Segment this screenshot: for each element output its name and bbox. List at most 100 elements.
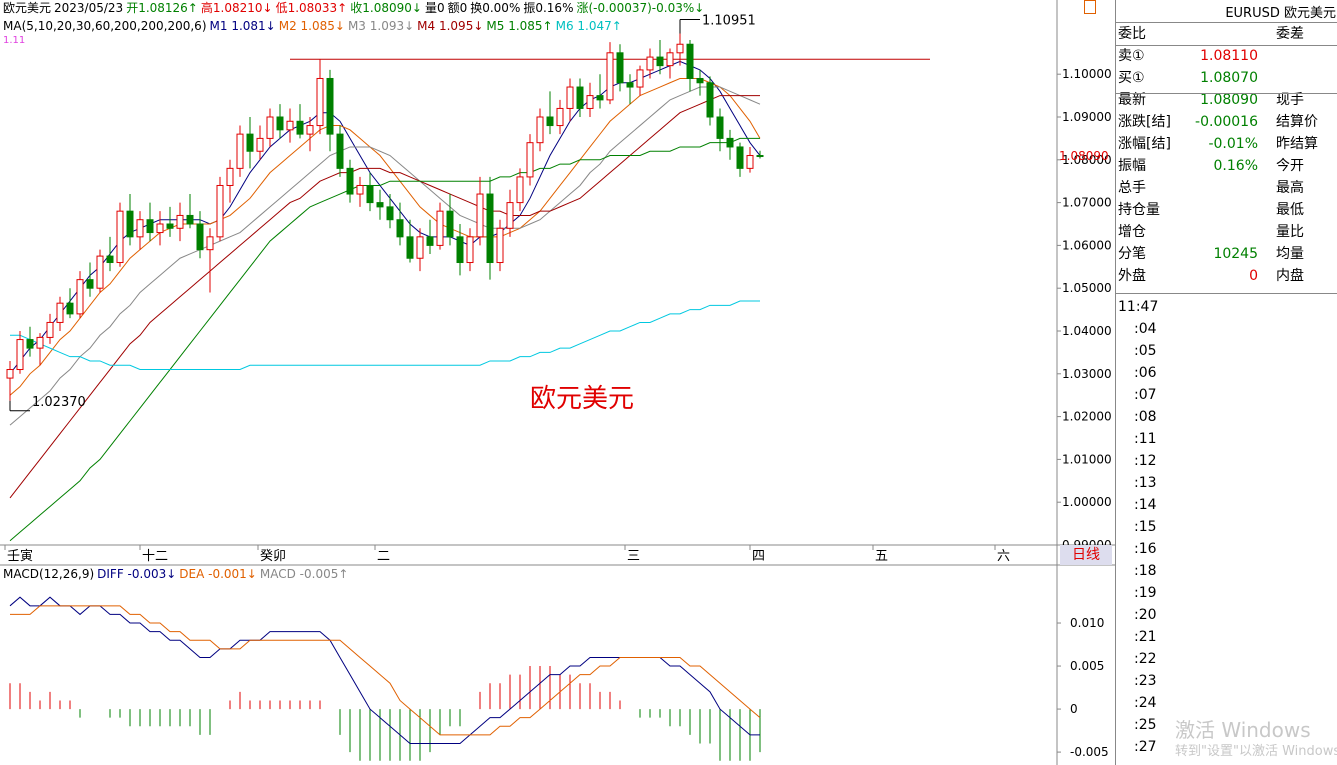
- macd-y-tick-label: -0.005: [1070, 745, 1109, 759]
- candle-body: [736, 146, 744, 169]
- candle-body: [16, 339, 24, 371]
- candle-body: [76, 279, 84, 315]
- quote-header: 欧元美元 2023/05/23 开1.08126↑ 高1.08210↓ 低1.08033…: [3, 1, 707, 15]
- candle-body: [716, 116, 724, 139]
- quote-label: 买①: [1118, 70, 1145, 86]
- candle-body: [46, 321, 54, 338]
- candle-body: [206, 236, 214, 251]
- candle-body: [216, 184, 224, 238]
- tick-time: :15: [1134, 519, 1157, 535]
- turnover-value: 换0.00%: [470, 1, 521, 15]
- quote-label: 外盘: [1118, 268, 1146, 284]
- candle-body: [676, 43, 684, 54]
- ma-line-m5: [9, 137, 760, 542]
- ma-line-m2: [9, 77, 761, 396]
- candle-body: [176, 214, 184, 229]
- candle-body: [276, 116, 284, 131]
- divider: [1116, 93, 1337, 94]
- quote-label-2: 现手: [1276, 92, 1304, 108]
- price-chart[interactable]: 1.10000 1.09000 1.08000 1.07000 1.06000 1.050…: [0, 0, 1115, 765]
- candle-body: [336, 133, 344, 169]
- quote-row: 最新 1.08090 现手: [1116, 89, 1337, 111]
- candle-body: [86, 279, 94, 289]
- quote-row: 涨幅[结] -0.01% 昨结算: [1116, 133, 1337, 155]
- window-toggle-icon[interactable]: [1084, 0, 1096, 14]
- candle-body: [186, 214, 194, 225]
- candle-body: [226, 167, 234, 186]
- candle-body: [666, 52, 674, 67]
- macd-legend: MACD(12,26,9) DIFF -0.003↓ DEA -0.001↓ MACD…: [3, 567, 351, 581]
- x-tick-label: 癸卯: [260, 549, 286, 564]
- candle-body: [656, 56, 664, 67]
- tick-time: :27: [1134, 739, 1157, 755]
- symbol-title-bar: EURUSD 欧元美元: [1084, 0, 1337, 23]
- ma-legend-m6: M6 1.047↑: [555, 19, 622, 33]
- tick-time: :22: [1134, 651, 1157, 667]
- instrument-name: 欧元美元: [3, 1, 52, 15]
- tick-time: :08: [1134, 409, 1157, 425]
- y-tick-label: 1.10000: [1062, 67, 1112, 81]
- chart-instrument-label: 欧元美元: [530, 384, 635, 414]
- quote-label-2: 结算价: [1276, 114, 1318, 130]
- quote-label: 增仓: [1118, 224, 1146, 240]
- candle-body: [196, 223, 204, 251]
- open-value: 开1.08126↑: [126, 1, 198, 15]
- quote-row: 卖① 1.08110: [1116, 45, 1337, 67]
- low-value: 低1.08033↑: [275, 1, 348, 15]
- quote-label-2: 委差: [1276, 26, 1304, 42]
- candle-body: [256, 137, 264, 152]
- divider: [1116, 45, 1337, 46]
- tick-time: :05: [1134, 343, 1157, 359]
- candle-body: [566, 86, 574, 109]
- quote-row: 总手 最高: [1116, 177, 1337, 199]
- candle-body: [626, 82, 634, 88]
- tick-time: :20: [1134, 607, 1157, 623]
- quote-row: 外盘 0 内盘: [1116, 265, 1337, 287]
- quote-row: 买① 1.08070: [1116, 67, 1337, 89]
- candle-body: [726, 137, 734, 148]
- annotation-low: 1.02370: [32, 395, 86, 410]
- ma-line-m6: [10, 300, 760, 371]
- annotation-high: 1.10951: [702, 14, 756, 29]
- candle-body: [166, 223, 174, 229]
- candle-body: [686, 43, 694, 79]
- quote-value: 1.08110: [1200, 48, 1258, 64]
- period-tab[interactable]: 日线: [1060, 545, 1112, 565]
- y-tick-label: 1.04000: [1062, 324, 1112, 338]
- candle-body: [66, 302, 74, 315]
- candle-body: [96, 255, 104, 289]
- candle-body: [576, 86, 584, 109]
- candle-body: [376, 202, 384, 208]
- tick-time: :14: [1134, 497, 1157, 513]
- ma-legend-m3: M3 1.093↓: [347, 19, 415, 33]
- candle-body: [416, 236, 424, 259]
- candle-body: [636, 69, 644, 88]
- quote-value: -0.01%: [1208, 136, 1258, 152]
- candle-body: [356, 184, 364, 195]
- candle-body: [366, 184, 374, 204]
- candle-body: [56, 302, 64, 323]
- ma-line-m1: [9, 60, 761, 375]
- tick-time: :24: [1134, 695, 1157, 711]
- macd-legend-diff: DIFF -0.003↓: [97, 567, 177, 581]
- candle-body: [756, 155, 764, 158]
- tick-time: :19: [1134, 585, 1157, 601]
- x-tick-label: 六: [997, 549, 1010, 564]
- quote-label: 涨跌[结]: [1118, 114, 1171, 130]
- tick-time: :06: [1134, 365, 1157, 381]
- tick-time: :11: [1134, 431, 1157, 447]
- quote-label-2: 内盘: [1276, 268, 1304, 284]
- x-tick-label: 十二: [142, 549, 168, 564]
- watermark-line2: 转到"设置"以激活 Windows。: [1175, 744, 1337, 759]
- tick-time: :13: [1134, 475, 1157, 491]
- candle-body: [556, 107, 564, 127]
- candle-body: [116, 210, 124, 264]
- quote-label-2: 均量: [1276, 246, 1304, 262]
- candle-body: [326, 77, 334, 135]
- candle-body: [26, 339, 34, 349]
- quote-row: 增仓 量比: [1116, 221, 1337, 243]
- quote-label: 持仓量: [1118, 202, 1160, 218]
- candle-body: [616, 52, 624, 84]
- quote-label: 卖①: [1118, 48, 1145, 64]
- quote-row: 委比 委差: [1116, 23, 1337, 45]
